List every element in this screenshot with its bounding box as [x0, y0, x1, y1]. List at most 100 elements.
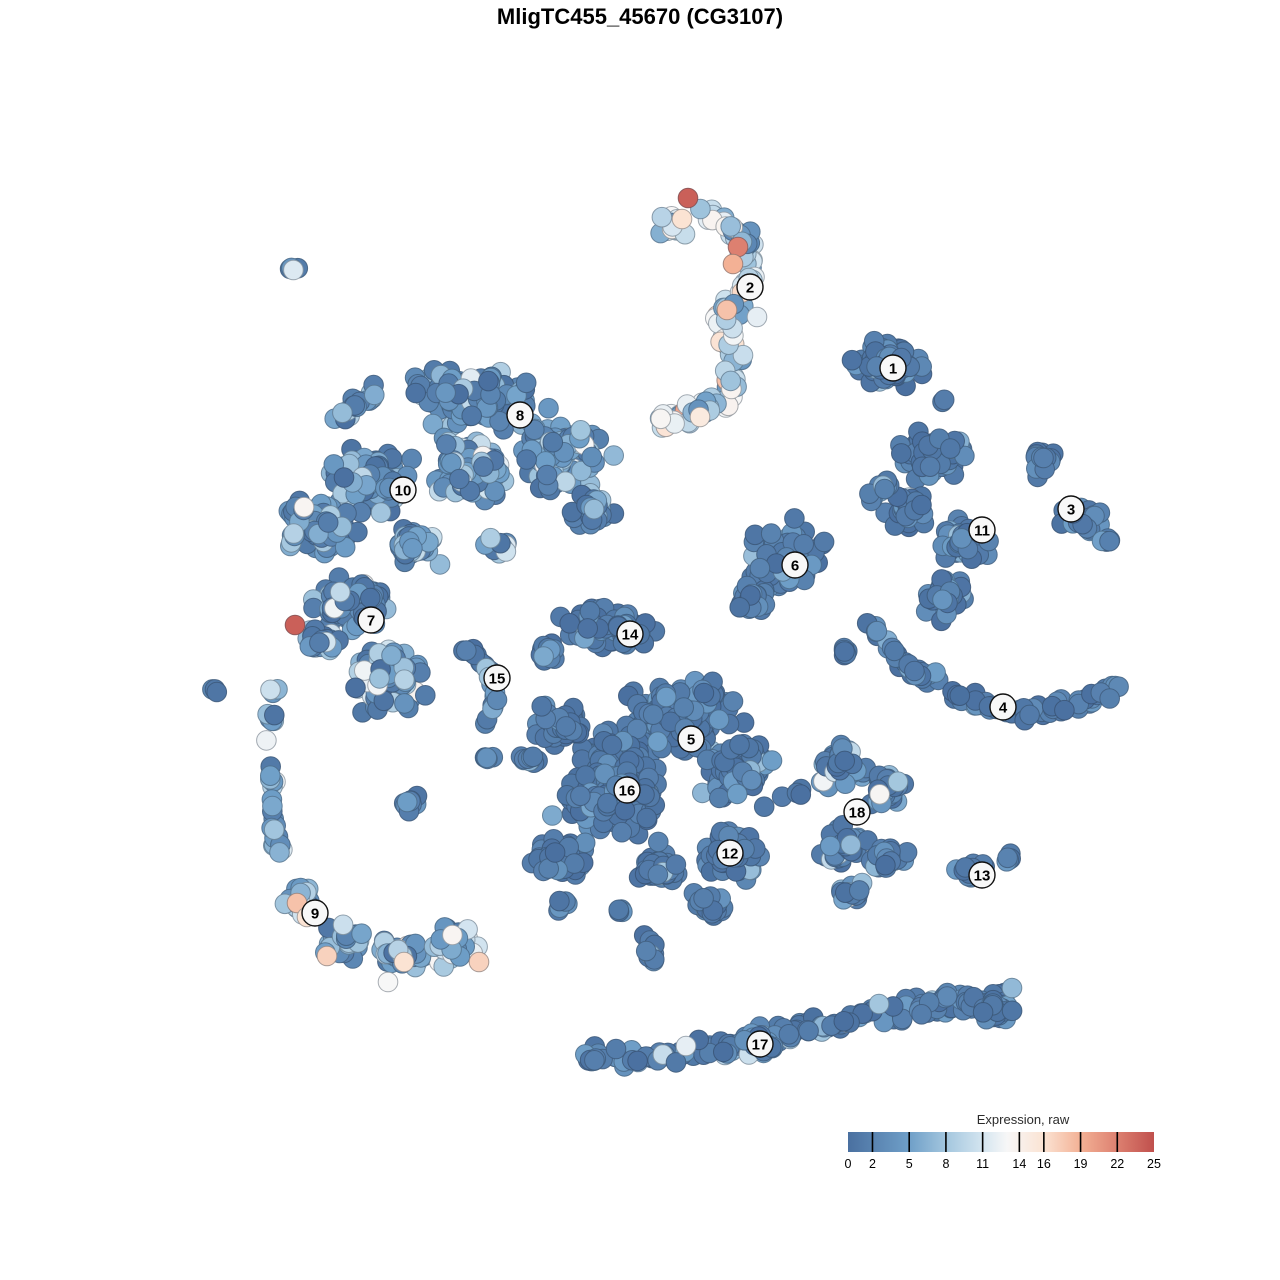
- data-point: [473, 456, 494, 477]
- cluster-label-circle: [506, 401, 534, 429]
- data-point: [329, 581, 351, 603]
- data-point: [515, 372, 537, 394]
- data-point: [381, 645, 402, 666]
- data-point: [283, 259, 304, 281]
- data-point: [716, 299, 738, 321]
- data-point: [778, 1024, 800, 1045]
- cluster-label-10: 10: [389, 476, 417, 504]
- data-point: [1001, 1000, 1023, 1022]
- data-point: [884, 640, 905, 662]
- data-point: [722, 253, 744, 275]
- data-point: [761, 750, 783, 771]
- data-point: [798, 1020, 819, 1042]
- expression-legend: 0 2 5 8 11 14 16 19 22 25: [845, 1132, 1161, 1171]
- data-point: [531, 696, 553, 717]
- data-point: [708, 709, 730, 731]
- data-point: [309, 632, 330, 654]
- data-point: [461, 405, 483, 427]
- data-point: [370, 502, 392, 523]
- cluster-label-text: 8: [516, 407, 524, 424]
- data-point: [635, 940, 657, 962]
- cluster-17-points: [575, 977, 1023, 1077]
- cluster-label-circle: [843, 798, 871, 826]
- data-point: [675, 1035, 697, 1057]
- data-point: [449, 468, 470, 490]
- data-point: [665, 1052, 687, 1073]
- data-point: [820, 835, 841, 857]
- data-point: [833, 1011, 855, 1032]
- data-point: [549, 890, 570, 912]
- data-point: [1001, 977, 1023, 999]
- cluster-label-6: 6: [781, 551, 809, 579]
- cluster-label-text: 18: [849, 804, 866, 821]
- data-point: [542, 805, 563, 826]
- data-point: [869, 784, 891, 805]
- legend-tick-label: 8: [942, 1157, 949, 1171]
- data-point: [784, 508, 805, 529]
- data-point: [642, 704, 664, 726]
- cluster-label-8: 8: [506, 401, 534, 429]
- cluster-18-points: [810, 734, 918, 910]
- data-point: [651, 206, 673, 228]
- data-point: [611, 821, 633, 843]
- data-point: [415, 685, 436, 706]
- data-point: [263, 819, 285, 841]
- data-point: [429, 554, 451, 575]
- data-point: [262, 795, 283, 817]
- data-point: [689, 406, 711, 428]
- cluster-label-13: 13: [968, 861, 996, 889]
- cluster-label-5: 5: [677, 725, 705, 753]
- data-point: [597, 792, 618, 814]
- data-point: [581, 446, 603, 468]
- data-point: [648, 831, 669, 853]
- data-point: [727, 236, 749, 258]
- data-point: [729, 597, 751, 618]
- cluster-label-text: 15: [489, 670, 506, 687]
- data-point: [732, 344, 754, 366]
- cluster-label-text: 16: [619, 782, 636, 799]
- data-point: [260, 679, 281, 701]
- data-point: [480, 527, 501, 549]
- data-point: [360, 587, 381, 609]
- data-point: [720, 216, 742, 237]
- data-point: [726, 783, 748, 805]
- data-point: [722, 691, 744, 712]
- data-point: [1033, 447, 1054, 469]
- data-point: [868, 993, 890, 1015]
- data-point: [293, 496, 315, 518]
- data-point: [333, 467, 355, 488]
- cluster-16-points: [521, 761, 688, 891]
- data-point: [760, 523, 782, 544]
- data-point: [1099, 530, 1120, 552]
- data-point: [476, 747, 498, 769]
- cluster-label-circle: [879, 354, 907, 382]
- cluster-label-circle: [616, 620, 644, 648]
- cluster-label-18: 18: [843, 798, 871, 826]
- data-point: [673, 697, 695, 718]
- data-point: [636, 807, 658, 829]
- cluster-8-points: [324, 360, 625, 535]
- cluster-7-points: [284, 567, 436, 723]
- data-point: [849, 880, 870, 901]
- data-point: [394, 669, 415, 691]
- data-point: [542, 431, 564, 453]
- data-point: [422, 413, 444, 435]
- cluster-label-text: 3: [1067, 501, 1075, 518]
- data-point: [933, 389, 955, 411]
- cluster-3-points: [1025, 441, 1121, 552]
- data-point: [555, 716, 577, 737]
- data-point: [579, 601, 601, 622]
- cluster-label-4: 4: [989, 693, 1017, 721]
- data-point: [583, 498, 605, 520]
- points-layer: [202, 187, 1129, 1077]
- cluster-label-text: 6: [791, 557, 799, 574]
- cluster-label-circle: [613, 776, 641, 804]
- data-point: [647, 731, 669, 753]
- data-point: [369, 668, 390, 689]
- data-point: [729, 734, 750, 756]
- data-point: [536, 464, 558, 486]
- data-point: [793, 534, 815, 555]
- data-point: [571, 460, 592, 482]
- data-point: [316, 945, 338, 967]
- data-point: [584, 1050, 605, 1071]
